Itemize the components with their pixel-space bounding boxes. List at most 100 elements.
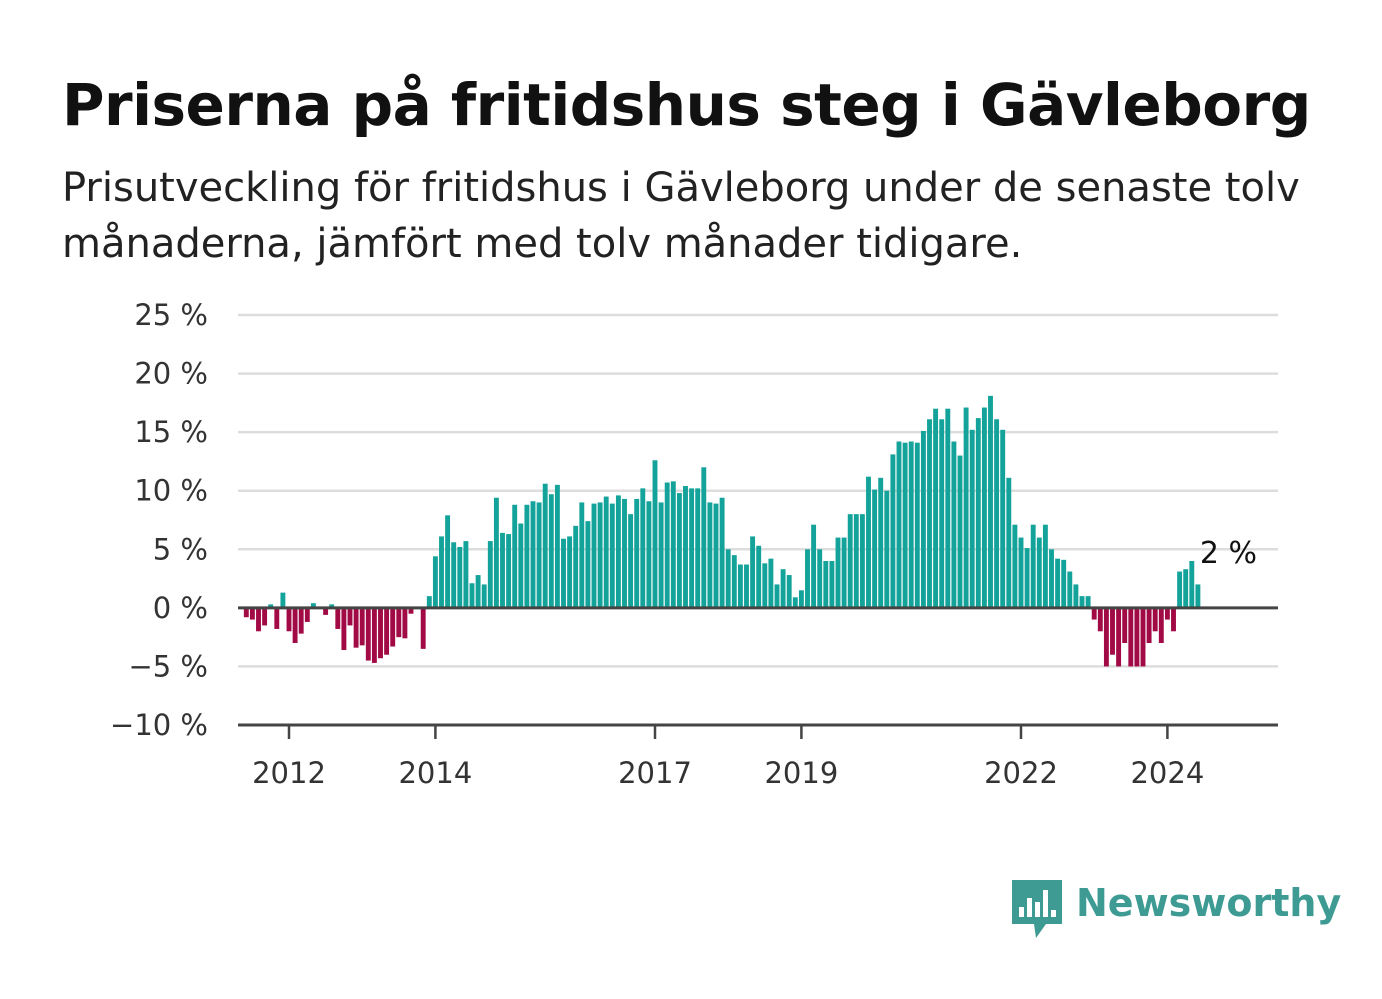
bar xyxy=(652,460,658,608)
bar xyxy=(1030,524,1036,608)
bar xyxy=(1006,477,1012,608)
bar xyxy=(469,583,475,608)
bar xyxy=(628,514,634,608)
bar xyxy=(554,484,560,608)
bar xyxy=(530,501,536,608)
bar xyxy=(695,488,701,608)
bar xyxy=(1134,607,1140,667)
bar-chart-speech-bubble-icon xyxy=(1012,880,1062,938)
bar xyxy=(701,467,707,608)
bar xyxy=(1091,607,1097,620)
bar xyxy=(762,563,768,608)
bar xyxy=(420,607,426,649)
bar xyxy=(286,607,292,632)
bar xyxy=(1103,607,1109,667)
bar xyxy=(249,607,255,620)
bar xyxy=(487,541,493,608)
bar xyxy=(310,603,316,608)
bar xyxy=(1085,596,1091,608)
bar xyxy=(615,495,621,608)
bar xyxy=(817,549,823,608)
bar xyxy=(1000,429,1006,608)
chart-subtitle: Prisutveckling för fritidshus i Gävlebor… xyxy=(62,165,1300,267)
bar xyxy=(744,564,749,608)
bar xyxy=(676,493,682,608)
bar xyxy=(609,503,615,608)
bar xyxy=(768,558,774,608)
bar xyxy=(859,514,865,608)
bar xyxy=(908,441,914,608)
bar xyxy=(756,545,762,608)
bar xyxy=(365,607,371,661)
bar xyxy=(371,607,377,663)
bar xyxy=(975,418,981,608)
bar xyxy=(524,504,530,608)
bar xyxy=(1073,584,1079,608)
bar xyxy=(548,494,554,608)
bar xyxy=(1067,571,1073,608)
bar xyxy=(304,607,310,622)
bar xyxy=(500,532,505,608)
bar xyxy=(298,607,304,634)
bar xyxy=(402,607,408,639)
bar xyxy=(591,503,597,608)
bar xyxy=(341,607,347,651)
bar xyxy=(353,607,359,648)
bar xyxy=(658,502,664,608)
bar xyxy=(683,486,688,608)
bar xyxy=(384,607,390,655)
y-tick-label: −10 % xyxy=(110,708,208,742)
bar xyxy=(359,607,365,646)
bar xyxy=(1164,607,1170,620)
bar xyxy=(933,408,939,608)
bar xyxy=(988,395,993,608)
x-tick-label: 2019 xyxy=(764,756,838,790)
bar xyxy=(426,596,432,608)
bar xyxy=(945,408,951,608)
bar xyxy=(1018,537,1024,608)
bar xyxy=(963,407,969,608)
bar xyxy=(994,419,1000,608)
bar xyxy=(713,503,719,608)
bar xyxy=(1055,558,1061,608)
bar xyxy=(1012,524,1018,608)
bar xyxy=(939,419,945,608)
bar xyxy=(792,597,798,608)
annotations: 2 % xyxy=(1200,536,1257,571)
bar xyxy=(634,498,640,608)
bar xyxy=(432,556,438,608)
bar xyxy=(780,569,786,608)
y-axis-labels: 25 % 20 % 15 % 10 % 5 % 0 % −5 % −10 % xyxy=(110,298,208,742)
bar xyxy=(457,546,463,608)
bar xyxy=(1128,607,1134,667)
x-tick-label: 2012 xyxy=(252,756,326,790)
bar xyxy=(823,561,829,608)
bar xyxy=(1049,549,1054,608)
bar xyxy=(262,607,268,626)
bar xyxy=(475,575,481,608)
bar xyxy=(719,497,725,608)
bar xyxy=(561,538,566,608)
x-tick-label: 2014 xyxy=(398,756,472,790)
bar xyxy=(335,607,341,629)
y-tick-label: 25 % xyxy=(134,298,208,332)
bar xyxy=(1110,607,1115,655)
bar xyxy=(707,502,713,608)
y-tick-label: 20 % xyxy=(134,357,208,391)
bar xyxy=(878,477,884,608)
bar xyxy=(439,536,444,608)
bar xyxy=(579,502,585,608)
bar xyxy=(390,607,396,647)
bar xyxy=(597,502,603,608)
x-axis-labels: 2012 2014 2017 2019 2022 2024 xyxy=(252,756,1204,790)
bar xyxy=(841,537,847,608)
bar xyxy=(847,514,853,608)
bar xyxy=(1177,571,1183,608)
bar xyxy=(1024,548,1030,608)
bar xyxy=(1140,607,1146,667)
bar xyxy=(689,488,695,608)
bar xyxy=(1061,559,1067,608)
bar xyxy=(914,442,920,608)
bar xyxy=(1122,607,1128,643)
bar xyxy=(1183,569,1189,608)
